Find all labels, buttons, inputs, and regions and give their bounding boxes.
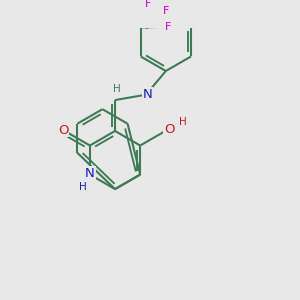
- Text: O: O: [58, 124, 68, 136]
- Text: H: H: [79, 182, 87, 192]
- Text: H: H: [112, 84, 120, 94]
- Text: H: H: [179, 117, 187, 127]
- Text: F: F: [162, 6, 169, 16]
- Text: N: N: [85, 167, 95, 180]
- Text: F: F: [145, 0, 151, 9]
- Text: F: F: [165, 22, 172, 32]
- Text: O: O: [164, 123, 174, 136]
- Text: N: N: [142, 88, 152, 101]
